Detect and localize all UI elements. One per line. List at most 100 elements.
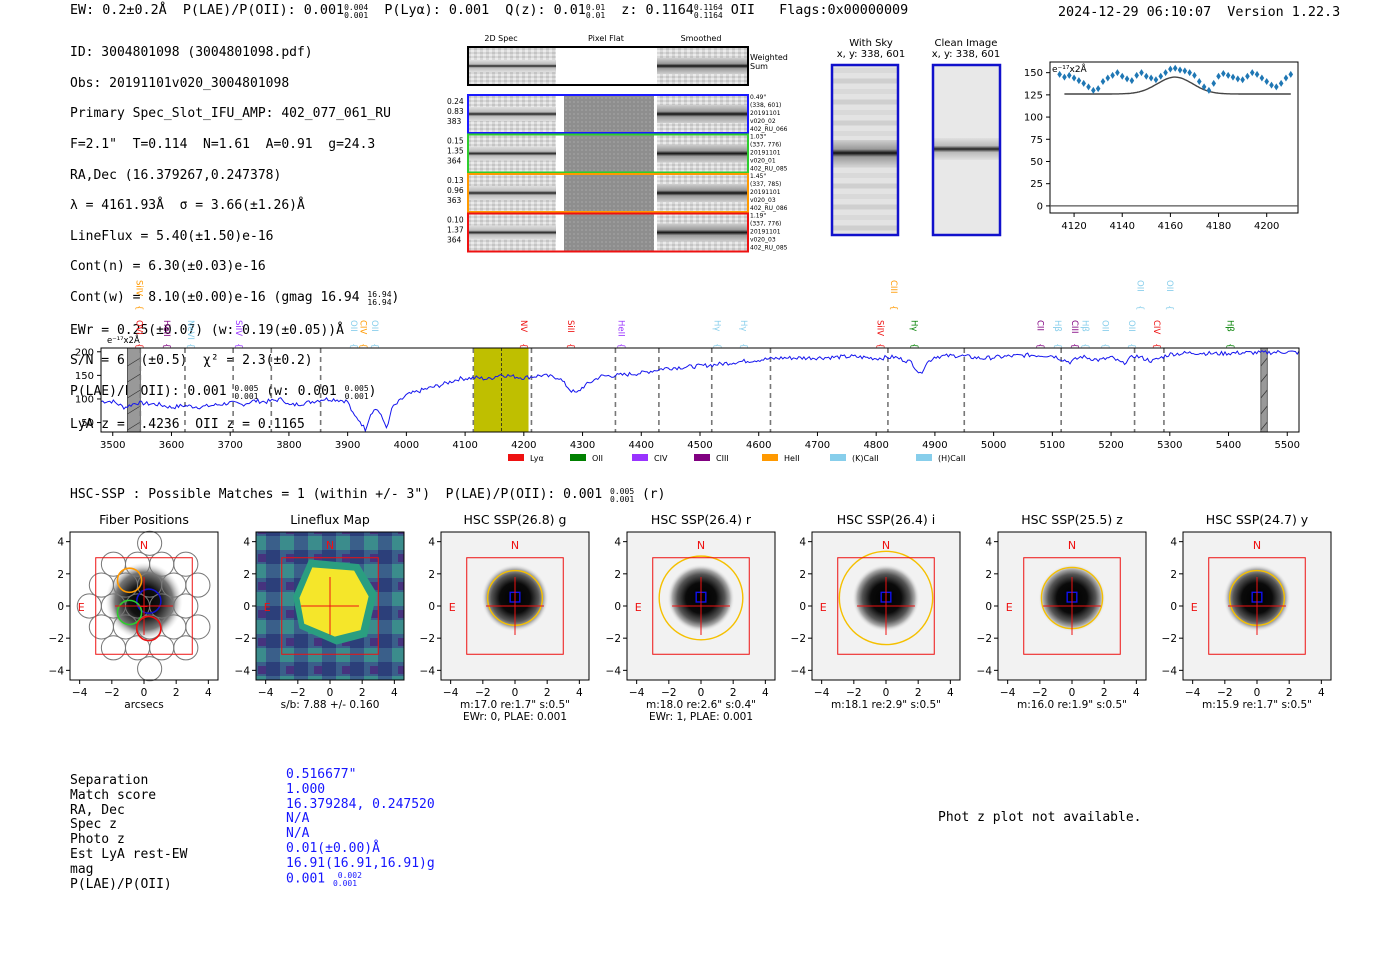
zoom-xtick-label: 4120 [1061, 221, 1086, 232]
row-left-label: 0.15 [447, 137, 464, 146]
zoom-point [1192, 71, 1197, 79]
plae-text: P(LAE)/P(OII): 0.001 [70, 384, 227, 400]
panel-xtick-label: 4 [1133, 687, 1140, 699]
panel-ytick-label: 2 [428, 569, 435, 581]
panel-ytick-label: 0 [243, 601, 250, 613]
zoom-point [1134, 71, 1139, 79]
legend-swatch [508, 454, 524, 461]
spectrum-flux-line [100, 349, 1300, 433]
line-label-bracket: { [1164, 305, 1174, 310]
panel-ytick-label: 2 [57, 569, 64, 581]
legend-swatch [632, 454, 648, 461]
spectrum-xtick-label: 4800 [863, 440, 888, 451]
legend-label: (K)CaII [852, 454, 879, 463]
match-label: P(LAE)/P(OII) [70, 876, 172, 892]
panel-xtick-label: 0 [698, 687, 705, 699]
spectrum-xtick-label: 3500 [100, 440, 125, 451]
weighted-2d-trace [469, 60, 556, 72]
panel-ytick-label: 4 [243, 537, 250, 549]
spectrum-xtick-label: 4000 [394, 440, 419, 451]
east-label: E [78, 601, 85, 614]
mask-hatch [127, 421, 141, 431]
east-label: E [635, 601, 642, 614]
line-label-lower: Hγ [908, 320, 918, 331]
legend-label: OII [592, 454, 603, 463]
zoom-point [1163, 69, 1168, 77]
legend-label: CIV [654, 454, 668, 463]
zoom-point [1057, 70, 1062, 78]
match-value: 0.001 0.002 0.001 [286, 870, 362, 889]
zoom-point [1119, 72, 1125, 80]
panel-xtick-label: −4 [258, 687, 274, 699]
row-left-label: 364 [447, 157, 462, 166]
spectrum-xtick-label: 5300 [1157, 440, 1182, 451]
line-label-bracket: { [185, 343, 195, 348]
row-right-label: v020_02 [750, 118, 776, 125]
zoom-point [1081, 79, 1087, 87]
matches-table: Separation 0.516677" Match score 1.000 RA, D… [70, 767, 435, 892]
panel-title: Fiber Positions [99, 512, 189, 527]
zoom-frame [1049, 61, 1299, 214]
zoom-point [1076, 77, 1082, 85]
line-label-lower: SiIV [233, 320, 243, 336]
contw-text: Cont(w) = 8.10(±0.00)e-16 (gmag 16.94 [70, 290, 360, 306]
panel-xtick-label: 0 [141, 687, 148, 699]
plae-w-frac: 0.005 0.001 [345, 384, 369, 402]
panel-xtick-label: −4 [1185, 687, 1201, 699]
line-label-bracket: { [1151, 343, 1161, 348]
panel-xtick-label: 4 [947, 687, 954, 699]
zoom-point [1211, 79, 1217, 87]
line-label-lower: Hβ [1052, 320, 1062, 332]
clean-image-coord: x, y: 338, 601 [931, 49, 1001, 60]
row-right-label: 402_RU_066 [750, 126, 788, 133]
zoom-point [1129, 77, 1135, 85]
panel-ytick-label: 2 [614, 569, 621, 581]
zoom-point [1240, 76, 1245, 84]
north-label: N [882, 539, 890, 552]
zoom-point [1168, 65, 1173, 73]
red-box [1208, 557, 1306, 655]
match-label: Separation [70, 773, 149, 788]
match-value: 16.91(16.91,16.91)g [286, 855, 435, 871]
line-label-lower: HeII [615, 320, 625, 337]
sup: 0.005 [234, 383, 259, 393]
panel-xtick-label: 0 [1069, 687, 1076, 699]
panel-ytick-label: −4 [420, 665, 436, 677]
east-label: E [449, 601, 456, 614]
line-label-lower: CII [1035, 320, 1045, 331]
panel-ytick-label: 4 [1170, 537, 1177, 549]
weighted-smoothed-trace [657, 58, 747, 74]
zoom-point [1144, 72, 1149, 80]
line-label-bracket: { [565, 343, 575, 348]
east-label: E [264, 601, 271, 614]
zoom-ytick-label: 150 [1024, 68, 1043, 79]
sup: 0.004 [344, 2, 369, 12]
cutout-col-title: 2D Spec [484, 34, 517, 43]
zoom-point [1177, 66, 1183, 74]
panel-stats: m:16.0 re:1.9" s:0.5" [1017, 699, 1127, 711]
info-contn: Cont(n) = 6.30(±0.03)e-16 [70, 259, 266, 275]
match-label: mag [70, 861, 94, 877]
zoom-point [1196, 78, 1202, 86]
row-right-label: (337, 776) [750, 142, 781, 149]
legend-label: Lyα [530, 454, 544, 463]
row-smoothed-trace [657, 184, 747, 202]
spectrum-xtick-label: 4600 [746, 440, 771, 451]
spectrum-xtick-label: 3700 [217, 440, 242, 451]
panel-xtick-label: 2 [173, 687, 180, 699]
row-right-label: 402_RU_085 [750, 166, 788, 173]
legend-swatch [762, 454, 778, 461]
panel-xtick-label: 0 [1254, 687, 1261, 699]
match-value: 0.516677" [286, 767, 357, 782]
fiber-circle [185, 614, 211, 640]
info-obs: Obs: 20191101v020_3004801098 [70, 75, 290, 91]
match-value: 1.000 [286, 781, 326, 797]
line-label-lower: NV [518, 320, 528, 332]
zoom-xtick-label: 4160 [1158, 221, 1183, 232]
line-label-bracket: { [133, 343, 143, 348]
east-label: E [1191, 601, 1198, 614]
legend-label: HeII [784, 454, 800, 463]
